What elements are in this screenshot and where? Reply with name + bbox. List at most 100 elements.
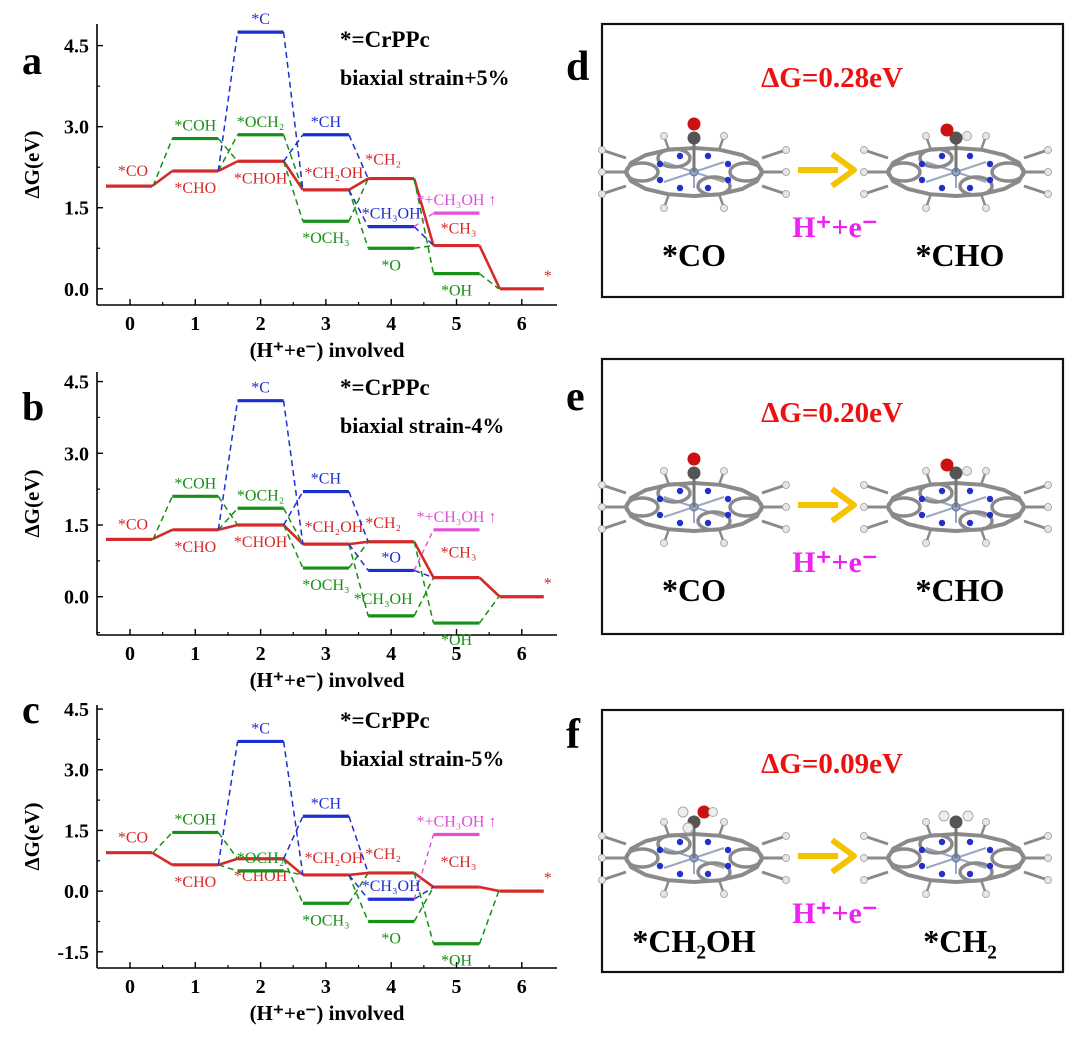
nitrogen-atom — [676, 152, 684, 160]
level-label: *CHO — [174, 539, 216, 556]
chart-subtitle: biaxial strain-4% — [340, 413, 504, 438]
dashed-connector — [218, 864, 238, 872]
bond — [955, 161, 987, 173]
hydrogen-atom — [962, 466, 972, 476]
nitrogen-atom — [704, 519, 712, 527]
pyrrole-ring — [728, 847, 764, 869]
bond — [1023, 483, 1049, 495]
bond — [761, 870, 787, 882]
hydrogen-atom — [982, 467, 990, 475]
nitrogen-atom — [938, 519, 946, 527]
molecule — [598, 117, 790, 212]
molecule — [598, 452, 790, 547]
x-tick-label: 5 — [452, 976, 462, 998]
nitrogen-atom — [986, 495, 994, 503]
level-label: *OCH₃ — [302, 912, 349, 929]
hydrogen-atom — [922, 818, 930, 826]
dashed-connector — [348, 874, 369, 922]
pyrrole-ring — [656, 833, 692, 855]
hydrogen-atom — [1044, 168, 1052, 176]
dashed-connector — [478, 596, 500, 624]
nitrogen-atom — [676, 519, 684, 527]
molecule — [598, 805, 790, 898]
hydrogen-atom — [922, 132, 930, 140]
series-connector — [151, 851, 173, 866]
bond — [693, 161, 725, 173]
level-label: *CH₂OH — [304, 519, 363, 536]
delta-g-value: ΔG=0.20eV — [761, 397, 903, 429]
hydrogen-atom — [860, 481, 868, 489]
series-connector — [478, 245, 501, 290]
series-connector — [282, 524, 304, 546]
series-connector — [348, 177, 369, 192]
series-connector — [478, 576, 501, 598]
product-label: *CH₂ — [923, 923, 997, 959]
level-label: *COH — [174, 118, 216, 135]
series-connector — [413, 541, 435, 579]
pyrrole-ring — [918, 147, 954, 169]
hydrogen-atom — [938, 810, 950, 822]
dashed-connector — [282, 741, 304, 876]
hydrogen-atom — [982, 818, 990, 826]
level-label: *CH₂ — [365, 846, 401, 863]
reactant-label: *CO — [662, 572, 726, 608]
level-label: * — [544, 870, 552, 887]
level-label: *CHO — [174, 180, 216, 197]
dashed-connector — [413, 569, 434, 579]
pyrrole-ring — [918, 482, 954, 504]
level-label: *OCH₂ — [237, 850, 284, 867]
nitrogen-atom — [656, 495, 664, 503]
dashed-connector — [282, 524, 304, 569]
bond — [663, 857, 695, 869]
hydrogen-atom — [782, 832, 790, 840]
y-tick-label: 3.0 — [64, 117, 89, 139]
oxygen-atom — [940, 123, 954, 137]
nitrogen-atom — [724, 511, 732, 519]
hydrogen-atom — [860, 876, 868, 884]
x-tick-label: 6 — [517, 976, 527, 998]
hydrogen-atom — [720, 818, 728, 826]
dashed-connector — [348, 874, 369, 900]
nitrogen-atom — [966, 870, 974, 878]
panel-letter-b: b — [22, 384, 44, 429]
chart-subtitle: biaxial strain-5% — [340, 746, 504, 771]
nitrogen-atom — [656, 160, 664, 168]
bond — [925, 857, 957, 869]
chart-title: *=CrPPc — [340, 27, 430, 52]
dashed-connector — [348, 541, 369, 569]
dashed-connector — [152, 496, 173, 540]
dashed-connector — [413, 212, 434, 228]
series-connector — [217, 160, 239, 173]
dashed-connector — [152, 138, 173, 187]
hydrogen-atom — [860, 146, 868, 154]
hydrogen-atom — [598, 146, 606, 154]
level-label: *CH₃OH — [362, 206, 421, 223]
series-connector — [217, 523, 238, 532]
series-connector — [479, 885, 501, 893]
bond — [663, 171, 695, 183]
level-label: *OCH₃ — [302, 230, 349, 247]
level-label: *CH₃ — [441, 854, 477, 871]
pyrrole-ring — [958, 861, 994, 883]
nitrogen-atom — [966, 838, 974, 846]
x-tick-label: 5 — [452, 313, 462, 335]
hydrogen-atom — [982, 132, 990, 140]
chart-c: c 0 1 2 3 4 5 6 -1.5 0.0 1.5 3.0 4.5 ΔG(eV) (H⁺+e⁻) in… — [20, 687, 557, 1025]
level-label: * — [544, 268, 552, 285]
nitrogen-atom — [966, 152, 974, 160]
level-label: *COH — [174, 475, 216, 492]
nitrogen-atom — [918, 862, 926, 870]
carbon-atom — [687, 131, 701, 145]
hydrogen-atom — [962, 810, 974, 822]
panel-letter-f: f — [566, 712, 581, 758]
hydrogen-atom — [720, 890, 728, 898]
x-tick-label: 1 — [190, 643, 200, 665]
nitrogen-atom — [966, 519, 974, 527]
y-tick-label: 1.5 — [64, 515, 89, 537]
nitrogen-atom — [656, 846, 664, 854]
hydrogen-atom — [598, 854, 606, 862]
nitrogen-atom — [966, 487, 974, 495]
hydrogen-atom — [1044, 146, 1052, 154]
hydrogen-atom — [660, 818, 668, 826]
level-label: *OCH₂ — [237, 114, 284, 131]
